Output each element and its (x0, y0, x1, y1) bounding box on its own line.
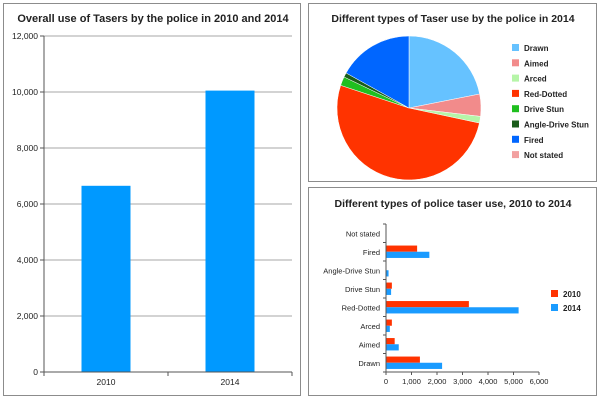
taser-use-comparison-chart: Different types of police taser use, 201… (308, 187, 597, 396)
bar (386, 344, 399, 351)
pie-slice (408, 35, 480, 109)
legend-label: Arced (524, 75, 547, 84)
legend-label: Drawn (524, 44, 549, 53)
x-tick-label: 0 (384, 377, 388, 386)
y-tick-label: Red-Dotted (342, 303, 380, 312)
legend-label: 2010 (563, 290, 581, 299)
x-tick-label: 4,000 (479, 377, 498, 386)
y-tick-label: Arced (360, 322, 380, 331)
x-tick-label: 5,000 (504, 377, 523, 386)
legend-label: Aimed (524, 59, 549, 68)
bar (386, 251, 430, 258)
bar (386, 270, 389, 277)
x-tick-label: 1,000 (402, 377, 421, 386)
taser-use-types-pie-chart: Different types of Taser use by the poli… (308, 3, 597, 182)
bar (386, 319, 392, 326)
legend-swatch (512, 135, 519, 143)
y-tick-label: 12,000 (12, 31, 38, 41)
chart-title: Different types of Taser use by the poli… (331, 13, 574, 25)
y-tick-label: 4,000 (17, 255, 39, 265)
taser-use-types-svg: Different types of Taser use by the poli… (331, 13, 589, 181)
chart-title: Different types of police taser use, 201… (335, 198, 572, 210)
y-tick-label: 8,000 (17, 143, 39, 153)
y-tick-label: Drive Stun (345, 285, 380, 294)
y-tick-label: 0 (33, 367, 38, 377)
bar (386, 307, 519, 314)
y-tick-label: Not stated (346, 229, 380, 238)
bar (205, 90, 255, 372)
bar (386, 282, 392, 289)
legend-label: 2014 (563, 304, 581, 313)
bar (386, 338, 395, 345)
y-tick-label: 2,000 (17, 311, 39, 321)
overall-taser-use-chart: Overall use of Tasers by the police in 2… (3, 3, 301, 396)
legend-label: Angle-Drive Stun (524, 121, 589, 130)
bar (386, 245, 418, 252)
legend-swatch (512, 120, 519, 128)
y-tick-label: Aimed (359, 340, 380, 349)
legend-swatch (551, 304, 558, 311)
legend-swatch (512, 89, 519, 97)
x-tick-label: 2,000 (428, 377, 447, 386)
legend-swatch (512, 105, 519, 113)
x-tick-label: 6,000 (530, 377, 549, 386)
legend-label: Red-Dotted (524, 90, 567, 99)
bar (386, 325, 390, 332)
y-tick-label: Fired (363, 248, 380, 257)
legend-swatch (512, 151, 519, 159)
x-tick-label: 3,000 (453, 377, 472, 386)
bar (386, 356, 420, 363)
bar (386, 362, 443, 369)
bar (386, 288, 392, 295)
pie-slice (336, 85, 480, 181)
x-tick-label: 2010 (97, 377, 116, 387)
bar (386, 301, 469, 308)
overall-taser-use-svg: Overall use of Tasers by the police in 2… (12, 13, 293, 387)
y-tick-label: Drawn (358, 359, 380, 368)
bar (81, 185, 131, 372)
x-tick-label: 2014 (221, 377, 240, 387)
legend-swatch (551, 290, 558, 297)
legend-swatch (512, 59, 519, 67)
y-tick-label: 10,000 (12, 87, 38, 97)
legend-swatch (512, 74, 519, 82)
taser-use-comparison-svg: Different types of police taser use, 201… (323, 198, 581, 386)
chart-title: Overall use of Tasers by the police in 2… (17, 13, 289, 25)
legend-swatch (512, 44, 519, 51)
y-tick-label: Angle-Drive Stun (323, 266, 380, 275)
legend-label: Fired (524, 136, 544, 145)
legend-label: Drive Stun (524, 105, 564, 114)
pie-slice (345, 35, 410, 109)
y-tick-label: 6,000 (17, 199, 39, 209)
legend-label: Not stated (524, 151, 563, 160)
